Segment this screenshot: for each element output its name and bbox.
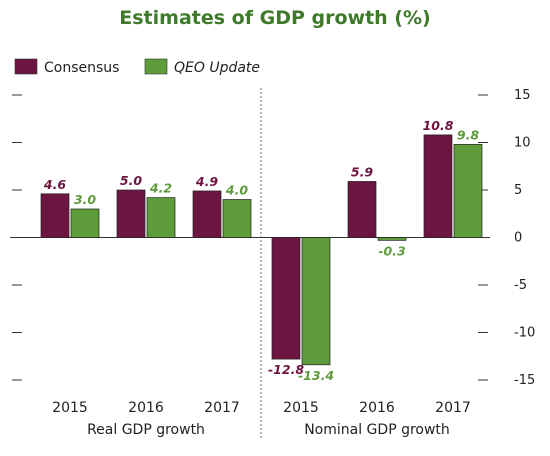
right-tick-label-5: -5 [514,278,527,293]
data-label-real-2017-qeo: 4.0 [225,183,248,198]
category-label-real-2015: 2015 [52,400,88,416]
bar-real-2016-consensus [116,189,146,238]
data-label-nominal-2017-consensus: 10.8 [423,118,454,133]
category-label-real-2017: 2017 [204,400,240,416]
legend-swatch-1 [14,58,38,75]
bar-real-2017-qeo [222,199,252,238]
bar-real-2016-qeo [146,197,176,238]
data-label-real-2017-consensus: 4.9 [195,174,218,189]
right-tick-label-6: -10 [514,326,535,341]
group-label-nominal: Nominal GDP growth [304,422,450,438]
bar-real-2015-qeo [70,208,100,238]
category-label-nominal-2017: 2017 [435,400,471,416]
bar-real-2015-consensus [40,193,70,238]
bar-real-2017-consensus [192,190,222,238]
bar-nominal-2015-qeo [301,237,331,366]
legend-label-2: QEO Update [174,60,260,76]
category-label-nominal-2016: 2016 [359,400,395,416]
data-label-nominal-2015-consensus: -12.8 [268,362,304,377]
legend-swatch-2 [144,58,168,75]
bar-nominal-2017-qeo [453,144,483,238]
data-label-nominal-2017-qeo: 9.8 [457,127,479,142]
bar-nominal-2015-consensus [271,237,301,360]
group-label-real: Real GDP growth [87,422,205,438]
chart-title: Estimates of GDP growth (%) [119,7,430,29]
right-tick-label-2: 10 [514,136,531,151]
bar-nominal-2017-consensus [423,134,453,238]
category-label-nominal-2015: 2015 [283,400,319,416]
data-label-real-2016-consensus: 5.0 [120,173,142,188]
category-label-real-2016: 2016 [128,400,164,416]
legend-label-1: Consensus [44,60,119,76]
data-label-nominal-2015-qeo: -13.4 [298,368,334,383]
data-label-real-2015-consensus: 4.6 [43,177,66,192]
bar-nominal-2016-consensus [347,181,377,238]
right-tick-label-1: 15 [514,88,531,103]
data-label-real-2015-qeo: 3.0 [74,192,96,207]
right-tick-label-7: -15 [514,373,535,388]
data-label-nominal-2016-consensus: 5.9 [351,164,373,179]
right-tick-label-3: 5 [514,183,522,198]
bar-nominal-2016-qeo [377,237,407,241]
data-label-real-2016-qeo: 4.2 [149,181,172,196]
right-tick-label-4: 0 [514,231,522,246]
data-label-nominal-2016-qeo: -0.3 [378,243,405,258]
